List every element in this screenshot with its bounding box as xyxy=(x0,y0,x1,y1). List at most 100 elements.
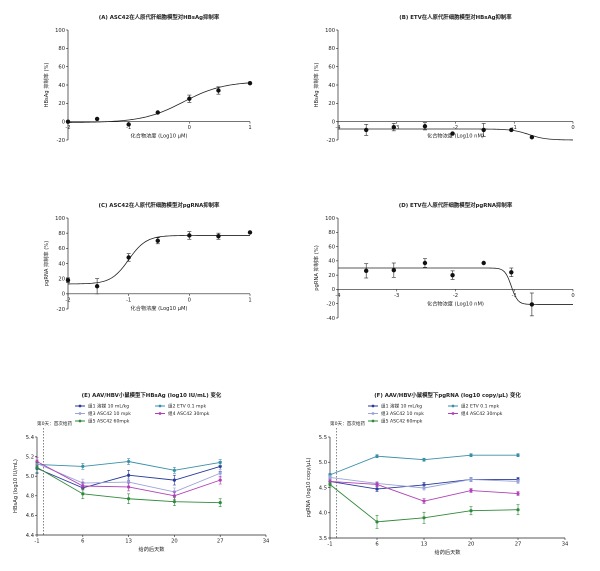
data-point xyxy=(469,453,473,457)
data-point xyxy=(529,302,535,307)
x-axis-label: 化合物浓度 (Log10 nM) xyxy=(427,299,484,307)
data-point xyxy=(127,459,131,464)
y-axis-label: pgRNA (log10 copy/μL) xyxy=(306,458,312,518)
y-tick-label: 5.5 xyxy=(319,435,327,441)
data-point xyxy=(247,230,253,235)
x-axis-label: 给药后天数 xyxy=(139,545,166,553)
y-tick-label: 0 xyxy=(332,119,335,125)
y-tick-label: 4.8 xyxy=(26,494,34,500)
data-point xyxy=(94,116,100,122)
y-tick-label: -20 xyxy=(327,302,335,308)
y-axis-label: HBsAg 抑制率 (%) xyxy=(312,63,320,108)
y-tick-label: -20 xyxy=(57,138,65,144)
data-point xyxy=(65,277,71,283)
data-point xyxy=(328,475,332,479)
data-point xyxy=(218,478,222,482)
data-point xyxy=(172,478,176,482)
y-tick-label: -20 xyxy=(327,138,335,144)
y-axis-label: HBsAg 抑制率 (%) xyxy=(42,63,50,108)
y-tick-label: 80 xyxy=(328,46,335,52)
data-point xyxy=(126,255,131,260)
x-tick-label: -4 xyxy=(335,293,341,299)
y-tick-label: 3.5 xyxy=(319,536,327,542)
x-tick-label: 27 xyxy=(217,539,224,545)
data-point xyxy=(65,119,71,124)
y-tick-label: 100 xyxy=(55,28,65,34)
y-tick-label: 5.4 xyxy=(26,435,35,441)
x-tick-label: 0 xyxy=(571,293,574,299)
y-tick-label: 40 xyxy=(328,259,335,265)
data-point xyxy=(155,238,160,243)
data-point xyxy=(516,508,520,512)
data-point xyxy=(375,520,379,524)
legend-label: 组2 ETV 0.1 mpk xyxy=(168,403,206,410)
x-tick-label: -1 xyxy=(34,539,39,545)
x-tick-label: 34 xyxy=(562,542,569,548)
data-point xyxy=(516,479,520,484)
x-tick-label: -2 xyxy=(65,297,70,303)
data-point xyxy=(450,272,455,278)
legend-label: 组3 ASC42 10 mpk xyxy=(381,410,424,417)
data-point xyxy=(81,492,85,496)
chart-title: (C) ASC42在人原代肝细胞模型对pgRNA抑制率 xyxy=(99,201,221,209)
y-tick-label: 0 xyxy=(332,287,335,293)
data-point xyxy=(218,501,222,505)
data-point xyxy=(155,110,160,115)
x-tick-label: 6 xyxy=(81,539,84,545)
data-point xyxy=(216,234,221,239)
data-point xyxy=(391,124,397,130)
data-point xyxy=(187,96,192,101)
legend-marker xyxy=(451,404,455,408)
data-point xyxy=(81,484,85,488)
legend-label: 组1 溶媒 10 mL/kg xyxy=(381,403,422,410)
data-point xyxy=(127,497,131,501)
data-point xyxy=(422,124,428,129)
x-tick-label: 34 xyxy=(263,539,270,545)
chart-title: (A) ASC42在人原代肝细胞模型对HBsAg抑制率 xyxy=(99,13,220,21)
data-point xyxy=(218,460,222,465)
legend-marker xyxy=(451,412,455,415)
y-tick-label: 100 xyxy=(325,216,335,222)
x-tick-label: -1 xyxy=(512,125,517,131)
data-point xyxy=(364,268,369,274)
y-tick-label: 40 xyxy=(58,261,65,267)
legend-marker xyxy=(371,419,375,423)
legend-marker xyxy=(78,404,82,408)
data-point xyxy=(422,458,426,462)
data-point xyxy=(218,471,222,475)
x-tick-label: -1 xyxy=(126,297,131,303)
y-tick-label: 40 xyxy=(328,83,335,89)
x-tick-label: 13 xyxy=(421,542,428,548)
x-tick-label: 0 xyxy=(571,125,574,131)
x-tick-label: -2 xyxy=(65,125,70,131)
data-point xyxy=(481,127,486,133)
y-tick-label: 20 xyxy=(58,101,65,107)
y-tick-label: 5.2 xyxy=(26,454,34,460)
x-tick-label: 27 xyxy=(515,542,522,548)
legend-marker xyxy=(78,419,82,423)
legend-marker xyxy=(158,412,162,415)
x-axis-label: 化合物浓度 (Log10 nM) xyxy=(427,132,484,140)
y-tick-label: 4.0 xyxy=(319,511,327,517)
data-point xyxy=(94,284,100,289)
legend-label: 组5 ASC42 60mpk xyxy=(381,418,423,425)
chart-panel-f: 3.5 4.0 4.5 5.0 5.5 -1 6 13 20 27 34 (F) AAV/HBV小鼠模… xyxy=(306,391,569,556)
x-tick-label: 20 xyxy=(171,539,178,545)
data-point xyxy=(364,127,369,133)
x-tick-label: -1 xyxy=(126,125,131,131)
x-tick-label: 1 xyxy=(248,125,251,131)
data-point xyxy=(81,464,85,468)
legend-label: 组5 ASC42 60mpk xyxy=(88,418,130,425)
y-tick-label: 4.6 xyxy=(26,513,34,519)
chart-panel-b: -20 0 20 40 60 80 100 -4 -3 -2 -1 0 (B) ETV在人原代肝细胞模型… xyxy=(312,13,575,144)
chart-title: (F) AAV/HBV小鼠模型下pgRNA (log10 copy/μL) 变化 xyxy=(374,391,521,399)
data-point xyxy=(127,485,131,489)
data-point xyxy=(172,468,176,472)
data-point xyxy=(481,260,486,266)
legend-marker xyxy=(371,412,375,415)
y-tick-label: 60 xyxy=(328,64,335,70)
data-point xyxy=(375,482,379,487)
data-point xyxy=(247,80,253,86)
data-point xyxy=(172,500,176,504)
